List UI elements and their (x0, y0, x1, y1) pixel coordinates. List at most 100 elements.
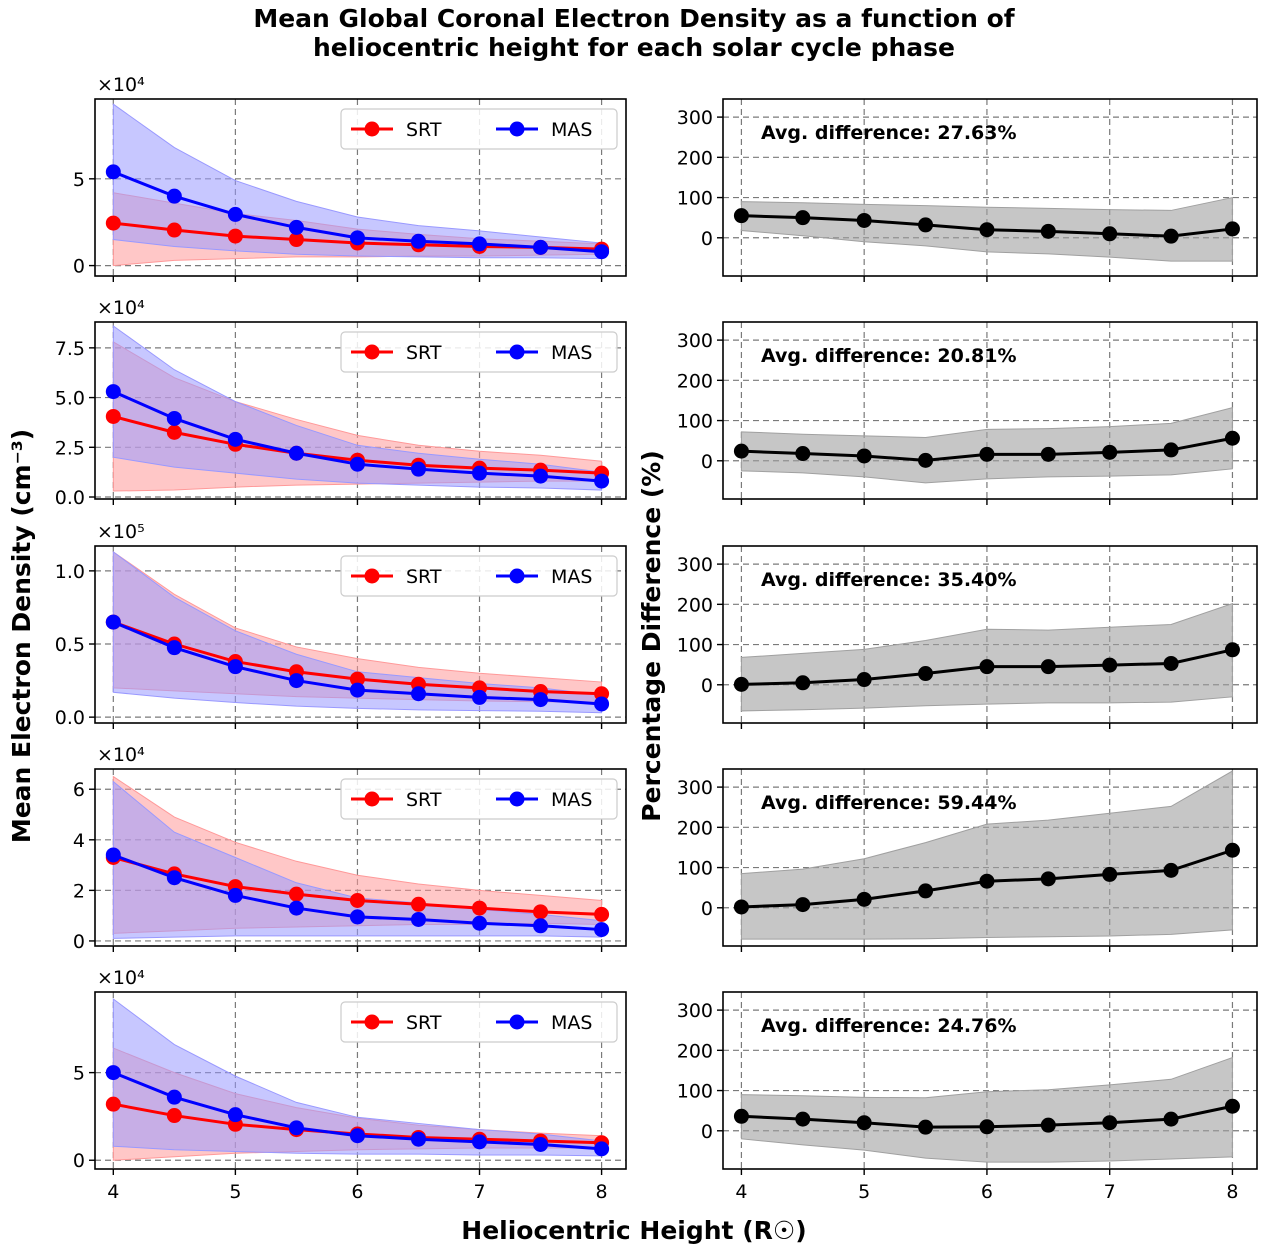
legend-box (340, 108, 618, 150)
axis-multiplier: ×10⁵ (97, 521, 145, 543)
srt-data-point (410, 896, 426, 912)
y-tick-label: 300 (677, 777, 713, 799)
y-tick-label: 0.0 (55, 707, 85, 729)
mas-data-point (227, 887, 243, 903)
y-tick-label: 300 (677, 330, 713, 352)
difference-3-panel: 0 100 200 300 Avg. difference: 35.40% (677, 545, 1258, 729)
axes-frame (94, 768, 627, 947)
axes-frame (94, 98, 627, 277)
mas-data-point (105, 614, 121, 630)
mas-data-point (472, 689, 488, 705)
y-axis-label-difference: Percentage Difference (%) (637, 450, 666, 822)
mas-data-point (227, 659, 243, 675)
mas-data-point (472, 465, 488, 481)
panels: 0 5 ×10⁴ SRT MAS 0.0 2.5 5.0 7.5 ×10⁴ SRT MAS 0.0 0.5… (55, 74, 1258, 1203)
mas-data-point (410, 233, 426, 249)
mas-data-point (410, 1131, 426, 1147)
difference-data-point (979, 659, 995, 675)
difference-data-point (1040, 223, 1056, 239)
difference-data-point (1224, 1098, 1240, 1114)
y-tick-label: 100 (677, 188, 713, 210)
difference-data-point (733, 208, 749, 224)
difference-data-point (1040, 871, 1056, 887)
difference-data-point (795, 1111, 811, 1127)
axes-frame (94, 991, 627, 1170)
x-tick-label: 4 (735, 1181, 747, 1203)
mas-data-point (594, 696, 610, 712)
mas-data-point (594, 922, 610, 938)
difference-data-point (1102, 866, 1118, 882)
difference-5-panel: 0 100 200 300 4 5 6 7 8 Avg. difference: 24.76% (677, 991, 1258, 1203)
difference-data-point (1102, 1115, 1118, 1131)
y-tick-label: 5 (73, 1063, 85, 1085)
mas-data-point (288, 900, 304, 916)
axis-multiplier: ×10⁴ (97, 744, 145, 766)
avg-difference-annotation: Avg. difference: 24.76% (761, 1015, 1017, 1037)
mas-data-point (533, 692, 549, 708)
difference-data-point (795, 675, 811, 691)
y-tick-label: 200 (677, 594, 713, 616)
axes-frame (94, 545, 627, 724)
y-tick-label: 0 (73, 256, 85, 278)
x-tick-label: 7 (1104, 1181, 1116, 1203)
difference-data-point (795, 446, 811, 462)
legend-mas-marker (509, 1014, 525, 1030)
axis-multiplier: ×10⁴ (97, 967, 145, 989)
mas-data-point (594, 244, 610, 260)
mas-data-point (105, 847, 121, 863)
legend-srt-label: SRT (406, 566, 442, 588)
y-tick-label: 100 (677, 635, 713, 657)
axes-frame (722, 321, 1258, 500)
y-tick-label: 300 (677, 554, 713, 576)
difference-data-point (1163, 862, 1179, 878)
difference-data-point (733, 899, 749, 915)
y-tick-label: 5.0 (55, 388, 85, 410)
difference-data-point (1040, 1117, 1056, 1133)
density-4-panel: 0 2 4 6 ×10⁴ SRT MAS (73, 744, 627, 953)
x-axis-label: Heliocentric Height (R☉) (461, 1216, 806, 1245)
legend-mas-label: MAS (551, 566, 592, 588)
difference-data-point (1102, 226, 1118, 242)
srt-data-point (105, 408, 121, 424)
x-tick-label: 4 (107, 1181, 119, 1203)
axes-frame (94, 321, 627, 500)
mas-data-point (410, 686, 426, 702)
difference-data-point (918, 217, 934, 233)
difference-data-point (1163, 228, 1179, 244)
y-tick-label: 0 (701, 898, 713, 920)
mas-data-point (349, 1128, 365, 1144)
density-5-panel: 0 5 4 5 6 7 8 ×10⁴ SRT MAS (73, 967, 627, 1203)
mas-data-point (472, 915, 488, 931)
mas-data-point (349, 230, 365, 246)
legend-mas-marker (509, 568, 525, 584)
difference-data-point (1040, 659, 1056, 675)
axis-multiplier: ×10⁴ (97, 297, 145, 319)
mas-data-point (410, 461, 426, 477)
y-tick-label: 6 (73, 779, 85, 801)
difference-data-point (1224, 430, 1240, 446)
axes-frame (722, 98, 1258, 277)
difference-data-point (1224, 642, 1240, 658)
legend-srt-marker (364, 791, 380, 807)
x-tick-label: 7 (473, 1181, 485, 1203)
srt-data-point (105, 215, 121, 231)
figure-title-line2: heliocentric height for each solar cycle… (313, 33, 955, 62)
difference-data-point (1224, 221, 1240, 237)
difference-data-point (795, 897, 811, 913)
srt-data-point (227, 228, 243, 244)
mas-data-point (288, 219, 304, 235)
difference-data-point (1163, 655, 1179, 671)
avg-difference-annotation: Avg. difference: 35.40% (761, 569, 1017, 591)
difference-data-point (856, 448, 872, 464)
difference-uncertainty-band (740, 1056, 1233, 1163)
mas-data-point (166, 1089, 182, 1105)
legend-mas-label: MAS (551, 1012, 592, 1034)
difference-data-point (795, 210, 811, 226)
srt-data-point (533, 904, 549, 920)
difference-2-panel: 0 100 200 300 Avg. difference: 20.81% (677, 321, 1258, 505)
legend-srt-label: SRT (406, 342, 442, 364)
legend-mas-marker (509, 791, 525, 807)
legend-srt-marker (364, 121, 380, 137)
difference-data-point (1163, 1111, 1179, 1127)
srt-data-point (105, 1096, 121, 1112)
